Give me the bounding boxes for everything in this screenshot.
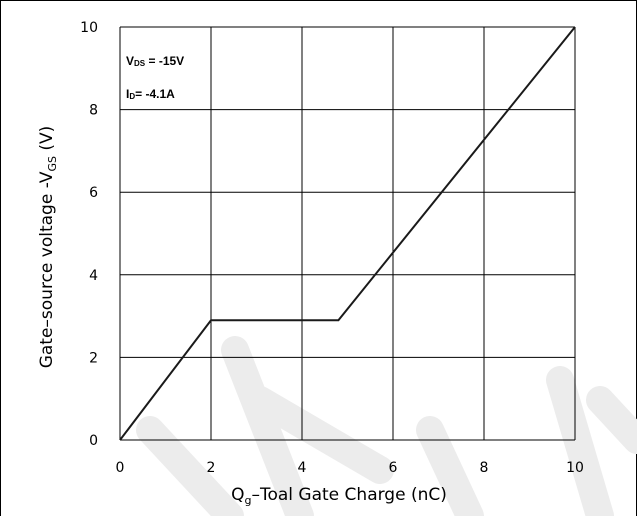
y-tick-label-2: 4 [89,268,98,284]
annotation-vds-sub: DS [134,59,146,68]
x-tick-label-0: 0 [116,460,125,476]
x-axis-label-sub: g [245,494,252,507]
series-line-0 [119,26,576,441]
annotation-vds: VDS = -15V [126,54,184,68]
y-tick-label-0: 0 [89,433,98,449]
x-tick-label-4: 8 [480,460,489,476]
x-tick-label-3: 6 [389,460,398,476]
annotation-id-rest: = -4.1A [135,87,175,101]
series-layer [119,26,576,441]
annotation-vds-main: V [126,54,134,68]
y-tick-label-4: 8 [89,103,98,119]
y-axis-label-rest: (V) [37,126,57,156]
x-tick-label-1: 2 [207,460,216,476]
y-axis-label-sub: GS [46,156,59,172]
watermark-graphic [136,336,637,516]
annotation-id-main: I [126,87,129,101]
annotation-id-sub: D [129,92,135,101]
x-tick-label-5: 10 [566,460,584,476]
y-axis-label: Gate–source voltage -VGS (V) [37,126,59,369]
y-tick-label-1: 2 [89,350,98,366]
x-tick-label-2: 4 [298,460,307,476]
y-tick-label-5: 10 [80,20,98,36]
y-axis-label-main: Gate–source voltage -V [37,171,57,368]
x-axis-label: Qg–Toal Gate Charge (nC) [231,485,447,507]
annotation-id: ID= -4.1A [126,87,175,101]
tick-layer: 0 2 4 6 8 10 0 2 4 6 8 10 [80,20,584,476]
grid [119,26,576,441]
x-axis-label-rest: –Toal Gate Charge (nC) [251,485,446,505]
y-tick-label-3: 6 [89,185,98,201]
x-axis-label-main: Q [231,485,244,505]
annotation-vds-rest: = -15V [145,54,184,68]
